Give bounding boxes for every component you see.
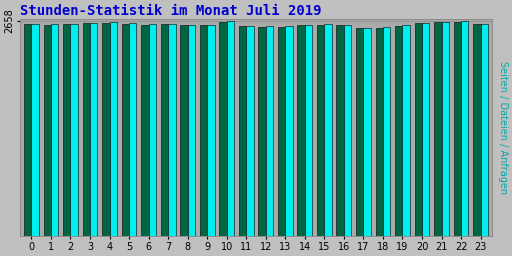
Bar bbox=[63, 24, 71, 236]
Bar bbox=[122, 24, 129, 236]
Bar bbox=[481, 24, 488, 236]
Bar bbox=[102, 23, 110, 236]
Bar bbox=[168, 24, 176, 236]
Bar bbox=[246, 26, 253, 236]
Bar bbox=[259, 27, 266, 236]
Bar bbox=[324, 24, 332, 236]
Bar bbox=[356, 28, 364, 236]
Bar bbox=[364, 28, 371, 236]
Bar bbox=[344, 25, 351, 236]
Bar bbox=[200, 25, 207, 236]
Bar bbox=[44, 25, 51, 236]
Bar bbox=[90, 23, 97, 236]
Bar bbox=[402, 26, 410, 236]
Bar bbox=[473, 24, 481, 236]
Bar bbox=[422, 23, 430, 236]
Bar bbox=[188, 25, 195, 236]
Bar bbox=[141, 25, 148, 236]
Bar bbox=[278, 27, 285, 236]
Bar bbox=[207, 25, 215, 236]
Bar bbox=[239, 26, 246, 236]
Bar bbox=[441, 22, 449, 236]
Bar bbox=[161, 24, 168, 236]
Bar bbox=[31, 24, 39, 236]
Bar bbox=[383, 27, 390, 236]
Bar bbox=[375, 27, 383, 236]
Bar bbox=[129, 23, 137, 236]
Bar bbox=[317, 25, 324, 236]
Bar bbox=[24, 24, 31, 236]
Bar bbox=[434, 22, 441, 236]
Bar bbox=[82, 23, 90, 236]
Bar bbox=[395, 26, 402, 236]
Bar bbox=[180, 25, 188, 236]
Bar bbox=[148, 24, 156, 236]
Y-axis label: Seiten / Dateien / Anfragen: Seiten / Dateien / Anfragen bbox=[498, 61, 508, 194]
Bar bbox=[461, 21, 468, 236]
Bar bbox=[219, 22, 227, 236]
Bar bbox=[285, 26, 293, 236]
Bar bbox=[336, 25, 344, 236]
Bar bbox=[297, 25, 305, 236]
Text: Stunden-Statistik im Monat Juli 2019: Stunden-Statistik im Monat Juli 2019 bbox=[20, 4, 321, 18]
Bar bbox=[266, 26, 273, 236]
Bar bbox=[227, 21, 234, 236]
Bar bbox=[71, 24, 78, 236]
Bar bbox=[110, 23, 117, 236]
Bar bbox=[305, 25, 312, 236]
Bar bbox=[454, 22, 461, 236]
Bar bbox=[415, 23, 422, 236]
Bar bbox=[51, 24, 58, 236]
